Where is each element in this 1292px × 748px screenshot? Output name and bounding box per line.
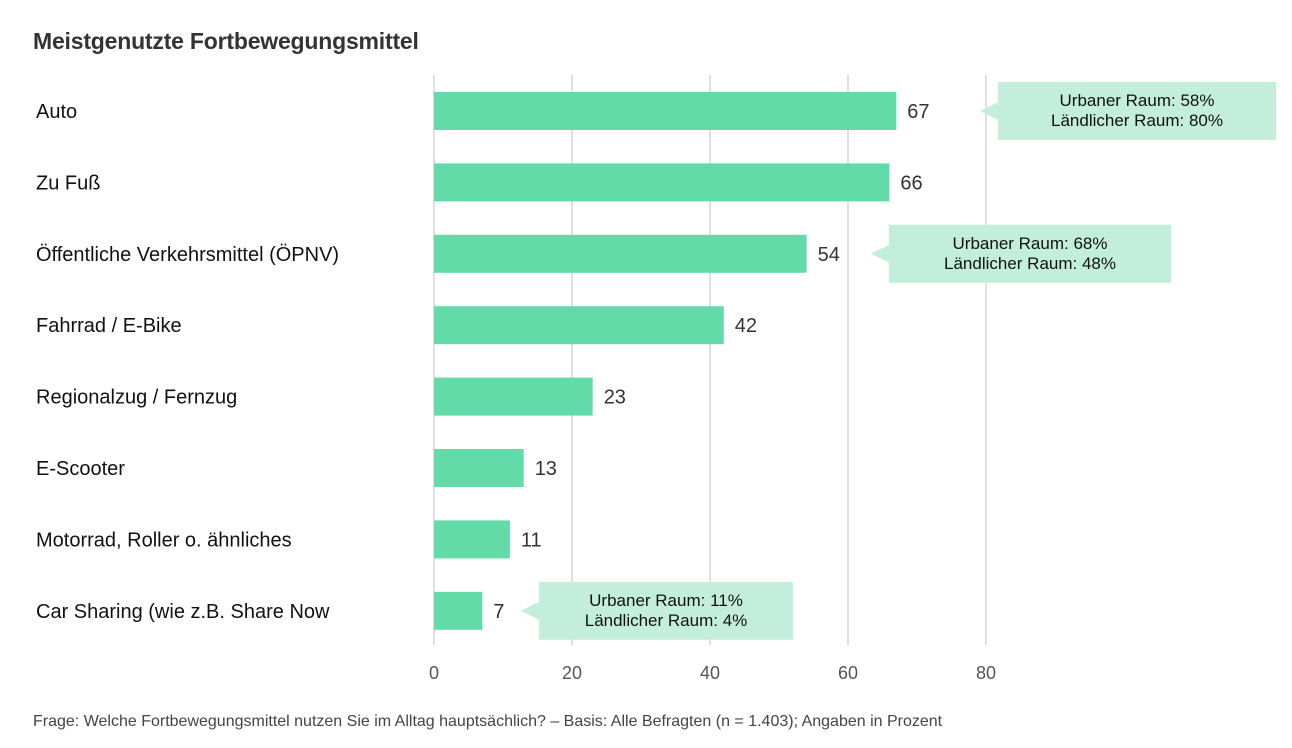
x-axis-ticks: 0 20 40 60 80 (429, 663, 996, 683)
callout-pointer (871, 244, 889, 263)
bar (434, 520, 510, 559)
x-tick-label: 80 (976, 663, 996, 683)
callout-box (998, 82, 1276, 140)
bars (434, 92, 897, 630)
value-label: 67 (907, 101, 929, 123)
bar (434, 234, 807, 273)
value-label: 23 (604, 387, 626, 409)
bar (434, 377, 593, 416)
bar (434, 92, 897, 130)
value-labels: 67 66 54 42 23 13 11 7 (493, 101, 929, 623)
value-label: 66 (900, 172, 922, 194)
chart-title: Meistgenutzte Fortbewegungsmittel (33, 28, 419, 54)
bar (434, 163, 890, 202)
category-label: Regionalzug / Fernzug (36, 387, 237, 409)
value-label: 13 (535, 458, 557, 480)
x-tick-label: 60 (838, 663, 858, 683)
footnote: Frage: Welche Fortbewegungsmittel nutzen… (33, 713, 943, 730)
x-tick-label: 40 (700, 663, 720, 683)
bar (434, 306, 724, 345)
bar (434, 449, 524, 487)
value-label: 7 (493, 601, 504, 623)
value-label: 42 (735, 315, 757, 337)
annotation-callout: Urbaner Raum: 68%Ländlicher Raum: 48% (871, 224, 1171, 283)
category-label: Öffentliche Verkehrsmittel (ÖPNV) (36, 244, 339, 266)
callout-text: Ländlicher Raum: 80% (1051, 111, 1223, 130)
callout-box (889, 224, 1171, 283)
annotations: Urbaner Raum: 58%Ländlicher Raum: 80%Urb… (521, 82, 1276, 640)
annotation-callout: Urbaner Raum: 11%Ländlicher Raum: 4% (521, 581, 793, 640)
callout-text: Urbaner Raum: 68% (953, 234, 1108, 253)
callout-text: Ländlicher Raum: 4% (585, 611, 748, 630)
callout-pointer (980, 102, 998, 120)
category-label: Car Sharing (wie z.B. Share Now (36, 601, 330, 623)
callout-text: Ländlicher Raum: 48% (944, 254, 1116, 273)
annotation-callout: Urbaner Raum: 58%Ländlicher Raum: 80% (980, 82, 1276, 140)
bar (434, 591, 483, 630)
value-label: 54 (818, 244, 840, 266)
category-label: E-Scooter (36, 458, 125, 480)
callout-text: Urbaner Raum: 58% (1060, 91, 1215, 110)
category-label: Fahrrad / E-Bike (36, 315, 182, 337)
x-tick-label: 20 (562, 663, 582, 683)
category-label: Zu Fuß (36, 172, 100, 194)
category-label: Auto (36, 101, 77, 123)
callout-pointer (521, 601, 539, 620)
callout-text: Urbaner Raum: 11% (589, 591, 743, 610)
x-tick-label: 0 (429, 663, 439, 683)
category-labels: Auto Zu Fuß Öffentliche Verkehrsmittel (ÖP… (36, 101, 339, 623)
callout-box (539, 581, 793, 640)
gridlines (433, 75, 987, 645)
value-label: 11 (521, 529, 542, 551)
category-label: Motorrad, Roller o. ähnliches (36, 529, 292, 551)
